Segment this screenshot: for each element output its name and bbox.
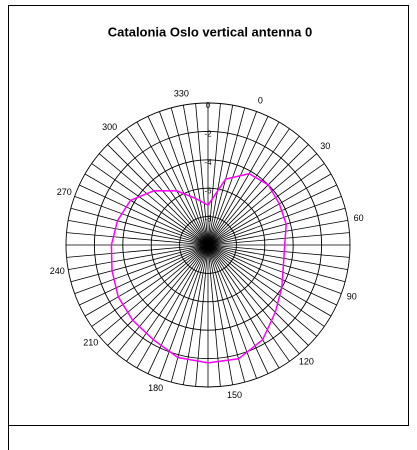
spoke <box>136 121 209 246</box>
spoke <box>66 232 209 246</box>
theta-tick-label: 0 <box>258 96 263 106</box>
spoke <box>207 135 300 246</box>
spoke <box>70 207 209 246</box>
theta-tick-label: 240 <box>50 266 65 276</box>
spoke <box>207 232 350 246</box>
spoke <box>207 244 221 387</box>
spoke <box>207 219 348 246</box>
spoke <box>159 244 209 379</box>
theta-tick-label: 90 <box>347 292 357 302</box>
spoke <box>74 244 209 294</box>
spoke <box>182 105 209 246</box>
spoke <box>207 244 350 258</box>
spoke <box>79 184 209 246</box>
spoke <box>116 244 209 355</box>
ring <box>179 216 237 274</box>
theta-tick-label: 30 <box>320 141 330 151</box>
spoke <box>207 103 221 246</box>
spoke <box>107 144 209 246</box>
spoke <box>207 244 348 271</box>
spoke <box>126 128 209 246</box>
chart-title: Catalonia Oslo vertical antenna 0 <box>108 24 312 39</box>
spoke <box>207 244 300 355</box>
spoke <box>207 244 346 283</box>
spoke <box>207 244 318 337</box>
spoke <box>207 107 246 246</box>
spoke <box>195 103 209 246</box>
spoke <box>207 244 290 362</box>
spoke <box>70 244 209 283</box>
spoke <box>207 144 309 246</box>
theta-tick-label: 330 <box>174 89 189 99</box>
spoke <box>182 244 209 385</box>
spoke <box>207 244 257 379</box>
spoke <box>207 163 325 246</box>
spoke <box>79 244 209 306</box>
chart-frame <box>8 5 409 426</box>
ring <box>150 187 266 303</box>
spoke <box>207 128 290 246</box>
spoke <box>107 244 209 346</box>
spoke <box>207 244 269 374</box>
spoke <box>207 244 342 294</box>
theta-tick-label: 270 <box>57 187 72 197</box>
spoke <box>159 111 209 246</box>
r-tick-label: -6 <box>204 186 212 195</box>
theta-tick-label: 180 <box>148 383 163 393</box>
r-tick-label: -2 <box>204 130 212 139</box>
spoke <box>126 244 209 362</box>
theta-tick-label: 150 <box>227 390 242 400</box>
spoke <box>207 173 332 246</box>
spoke <box>207 244 325 327</box>
theta-tick-label: 60 <box>354 213 364 223</box>
r-tick-label: 0 <box>206 101 211 110</box>
theta-tick-label: 210 <box>83 338 98 348</box>
ring <box>65 102 351 388</box>
pattern-line <box>110 172 287 364</box>
spoke <box>207 105 234 246</box>
spoke <box>207 244 280 369</box>
spoke <box>136 244 209 369</box>
spoke <box>207 121 280 246</box>
spoke <box>207 196 342 246</box>
spoke <box>170 244 209 383</box>
spoke <box>207 244 234 385</box>
spoke <box>170 107 209 246</box>
ring <box>93 130 323 360</box>
spoke <box>84 244 209 317</box>
spoke <box>84 173 209 246</box>
spoke <box>98 153 209 246</box>
spoke <box>207 244 332 317</box>
spoke <box>207 207 346 246</box>
spoke <box>147 116 209 246</box>
spoke <box>207 184 337 246</box>
theta-tick-label: 300 <box>102 122 117 132</box>
spoke <box>91 163 209 246</box>
spoke <box>91 244 209 327</box>
spoke <box>207 153 318 246</box>
spoke <box>74 196 209 246</box>
r-tick-label: -8 <box>204 215 212 224</box>
spoke <box>68 219 209 246</box>
spoke <box>147 244 209 374</box>
spoke <box>98 244 209 337</box>
spoke <box>195 244 209 387</box>
spoke <box>207 244 337 306</box>
spoke <box>207 116 269 246</box>
spoke <box>66 244 209 258</box>
theta-tick-label: 120 <box>299 357 314 367</box>
ring <box>122 159 294 331</box>
r-tick-label: -4 <box>204 158 212 167</box>
spoke <box>207 244 309 346</box>
spoke <box>68 244 209 271</box>
